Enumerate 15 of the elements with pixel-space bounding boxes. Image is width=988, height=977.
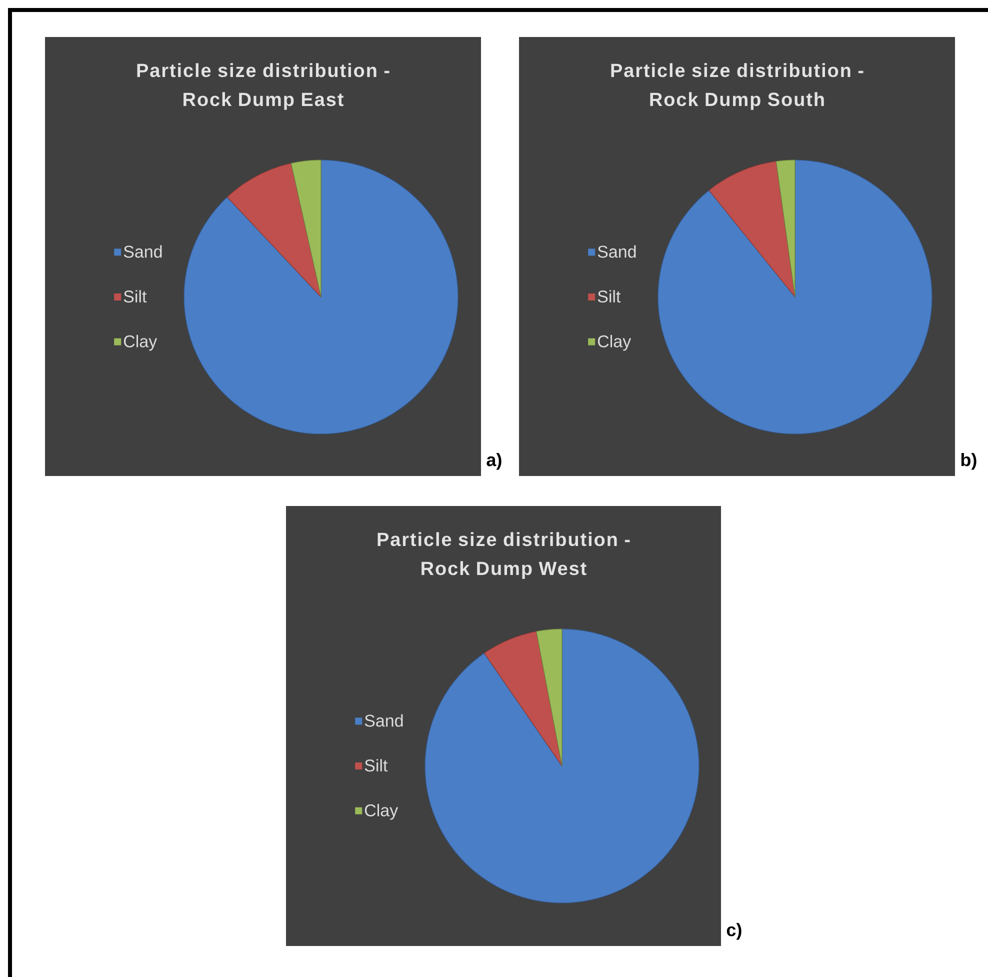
chart-title: Particle size distribution - Rock Dump South xyxy=(611,63,864,110)
legend-label: Sand xyxy=(598,245,636,258)
chart-title: Particle size distribution - Rock Dump East xyxy=(137,63,390,110)
text: b) xyxy=(961,453,976,470)
text: c) xyxy=(726,923,742,940)
chart-title: Particle size distribution - Rock Dump West xyxy=(378,532,630,579)
legend-label: Clay xyxy=(124,334,158,351)
legend-label: Silt xyxy=(124,290,147,303)
legend-label: Sand xyxy=(364,714,403,727)
legend-label: Silt xyxy=(598,290,621,303)
legend-label: Silt xyxy=(364,759,388,772)
legend-label: Clay xyxy=(598,334,632,351)
legend-label: Clay xyxy=(364,804,398,820)
legend-label: Sand xyxy=(124,245,162,258)
text: a) xyxy=(486,453,502,470)
